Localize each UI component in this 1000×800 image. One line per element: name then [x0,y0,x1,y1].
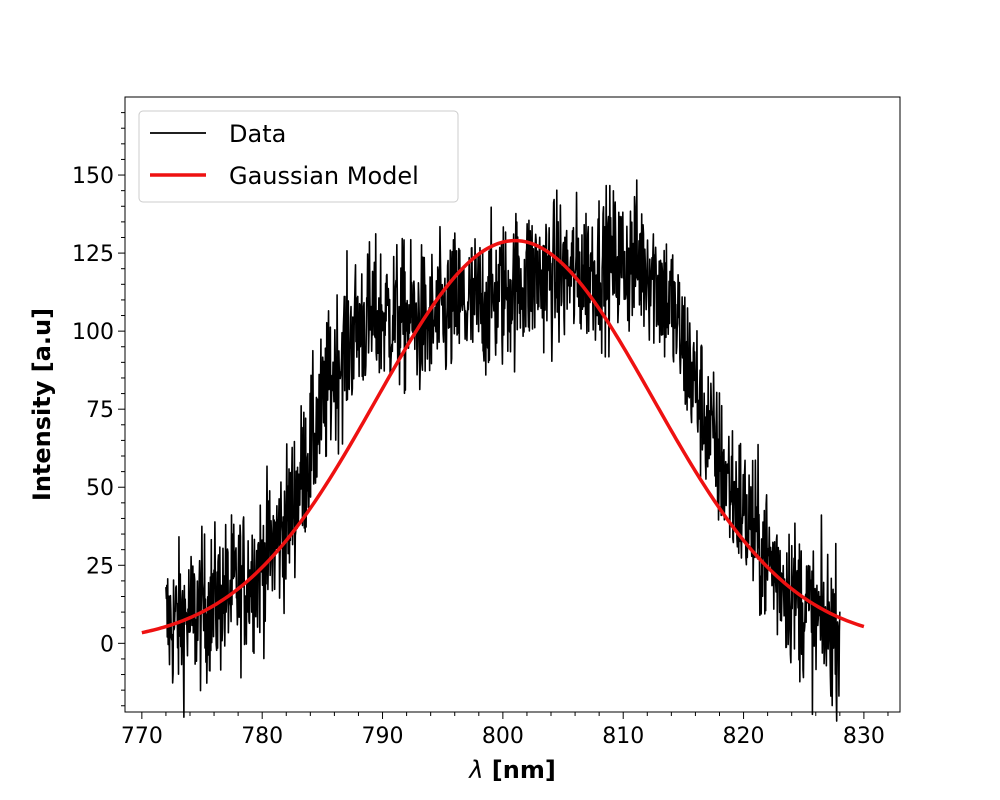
x-axis-label: λ [nm] [467,756,556,784]
series-line-data [165,179,841,722]
x-tick-label: 830 [843,724,885,749]
y-axis-ticks: 0 25 50 75 100 125 150 [72,112,125,707]
y-tick-label: 25 [86,554,114,579]
y-tick-label: 75 [86,398,114,423]
y-tick-label: 125 [72,242,114,267]
y-axis-label: Intensity [a.u] [28,308,56,501]
y-tick-label: 50 [86,476,114,501]
x-axis-ticks: 770 780 790 800 810 820 830 [121,712,889,749]
x-tick-label: 770 [121,724,163,749]
legend-label-gaussian-model: Gaussian Model [229,162,419,190]
y-tick-label: 100 [72,320,114,345]
x-tick-label: 790 [362,724,404,749]
x-axis-label-symbol: λ [467,756,483,784]
x-tick-label: 800 [482,724,524,749]
y-tick-label: 150 [72,164,114,189]
x-tick-label: 780 [241,724,283,749]
series-line-gaussian-model [141,238,865,635]
y-tick-label: 0 [100,632,114,657]
x-axis-label-unit: [nm] [483,756,555,784]
legend-box [138,110,459,203]
x-tick-label: 810 [602,724,644,749]
plot-data-layer [141,179,865,722]
plot-frame [124,96,901,713]
legend-label-data: Data [229,120,286,148]
legend: Data Gaussian Model [138,110,459,203]
x-tick-label: 820 [723,724,765,749]
